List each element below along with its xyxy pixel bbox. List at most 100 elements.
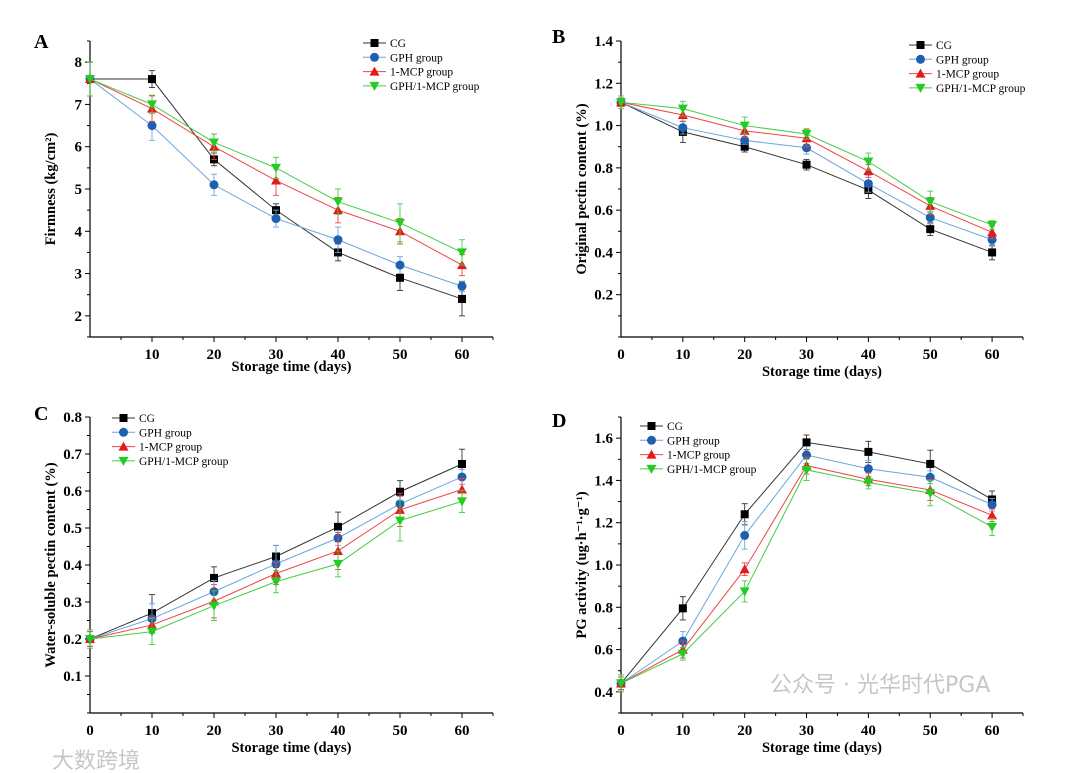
marker-circle — [802, 143, 812, 153]
marker-triangle-down — [457, 497, 467, 507]
marker-square — [802, 160, 811, 169]
x-tick-label: 10 — [145, 347, 160, 363]
series-1-mcp-group — [85, 477, 467, 647]
y-tick-label: 0.2 — [63, 632, 82, 648]
legend-item: 1-MCP group — [363, 66, 453, 79]
x-tick-label: 10 — [145, 723, 160, 739]
panel-B: B 0 10 20 30 40 50 60 0.2 0.4 0.6 0.8 1.0 1.2 1.4 Stora… — [552, 26, 1026, 380]
y-tick-label: 0.6 — [63, 484, 82, 500]
y-axis-title: Original pectin content (%) — [574, 103, 590, 274]
marker-triangle-up — [915, 68, 926, 78]
y-tick-label: 0.8 — [63, 410, 82, 426]
y-tick-label: 0.4 — [594, 245, 613, 261]
marker-square — [802, 438, 811, 447]
legend-label: CG — [667, 421, 683, 433]
series-gph-group — [616, 446, 997, 691]
x-tick-label: 0 — [617, 723, 625, 739]
marker-triangle-down — [677, 649, 688, 659]
legend-item: GPH group — [112, 427, 192, 439]
legend-item: CG — [363, 38, 406, 50]
marker-triangle-down — [271, 163, 281, 173]
legend-label: CG — [390, 38, 406, 50]
y-tick-label: 1.0 — [594, 558, 613, 574]
series-gph-1-mcp-group — [616, 458, 998, 693]
marker-triangle-up — [271, 175, 281, 185]
panel-D: D 0 10 20 30 40 50 60 0.4 0.6 0.8 1.0 1.2 1.4 1.6 Stora… — [552, 410, 1024, 756]
marker-circle — [647, 435, 656, 445]
legend-label: 1-MCP group — [667, 450, 730, 462]
marker-triangle-up — [646, 449, 657, 459]
marker-triangle-down — [677, 104, 688, 114]
y-axis-title: Firmness (kg/cm²) — [43, 133, 59, 246]
y-tick-label: 1.2 — [594, 76, 613, 92]
y-tick-label: 0.5 — [63, 521, 82, 537]
marker-triangle-down — [987, 220, 998, 230]
marker-triangle-down — [739, 587, 750, 597]
marker-triangle-up — [457, 484, 467, 494]
x-tick-label: 50 — [923, 347, 938, 363]
legend-item: GPH/1-MCP group — [640, 464, 757, 476]
series-1-mcp-group — [616, 456, 998, 691]
panel-label: B — [552, 26, 565, 48]
marker-circle — [370, 52, 379, 62]
marker-square — [396, 273, 404, 282]
x-tick-label: 10 — [675, 347, 690, 363]
series-gph-group — [85, 469, 467, 647]
y-tick-label: 1.4 — [594, 34, 613, 50]
marker-triangle-up — [739, 564, 750, 574]
watermark-left: 大数跨境 — [52, 749, 140, 773]
legend-item: 1-MCP group — [640, 449, 730, 462]
marker-circle — [740, 530, 750, 540]
y-tick-label: 0.3 — [63, 595, 82, 611]
marker-triangle-down — [333, 197, 343, 207]
marker-square — [988, 248, 997, 257]
y-tick-label: 0.2 — [594, 288, 613, 304]
y-tick-label: 6 — [75, 140, 83, 156]
legend-item: GPH group — [909, 54, 989, 66]
x-tick-label: 30 — [269, 723, 284, 739]
y-tick-label: 8 — [75, 55, 83, 71]
legend-label: GPH/1-MCP group — [390, 81, 480, 93]
x-tick-label: 30 — [799, 723, 814, 739]
x-axis-title: Storage time (days) — [231, 359, 351, 375]
legend-item: GPH/1-MCP group — [363, 81, 480, 93]
marker-triangle-up — [369, 66, 380, 76]
series-gph-1-mcp-group — [616, 95, 998, 230]
y-tick-label: 4 — [75, 224, 83, 240]
marker-triangle-down — [369, 81, 380, 91]
x-tick-label: 40 — [331, 347, 346, 363]
x-tick-label: 0 — [86, 723, 94, 739]
legend-label: 1-MCP group — [390, 67, 453, 79]
x-axis-title: Storage time (days) — [762, 740, 882, 756]
marker-triangle-down — [85, 635, 95, 644]
marker-square — [647, 422, 656, 430]
legend-label: GPH group — [390, 52, 443, 64]
marker-triangle-down — [333, 559, 343, 569]
y-tick-label: 0.7 — [63, 447, 82, 463]
marker-square — [864, 447, 873, 456]
marker-triangle-down — [395, 516, 405, 526]
marker-triangle-down — [395, 218, 405, 228]
legend-label: 1-MCP group — [139, 442, 202, 454]
series-line — [620, 101, 993, 241]
watermark-right: 公众号 · 光华时代PGA — [770, 673, 990, 698]
panel-A: A 10 20 30 40 50 60 2 3 4 5 6 7 8 Storage time (days) F… — [34, 31, 494, 375]
panel-label: D — [552, 410, 566, 432]
marker-triangle-down — [209, 138, 219, 148]
legend-label: GPH group — [139, 427, 192, 439]
legend-item: CG — [640, 421, 683, 433]
marker-circle — [147, 121, 157, 131]
marker-circle — [925, 213, 935, 223]
x-tick-label: 20 — [207, 723, 222, 739]
series-gph-1-mcp-group — [85, 61, 467, 266]
marker-circle — [987, 500, 997, 510]
marker-circle — [119, 427, 128, 437]
x-tick-label: 50 — [923, 723, 938, 739]
marker-triangle-down — [925, 197, 936, 207]
legend-label: 1-MCP group — [936, 69, 999, 81]
marker-triangle-up — [863, 166, 874, 176]
legend-label: CG — [139, 413, 155, 425]
x-axis-title: Storage time (days) — [762, 364, 882, 380]
marker-triangle-down — [915, 83, 926, 93]
marker-triangle-down — [457, 248, 467, 258]
